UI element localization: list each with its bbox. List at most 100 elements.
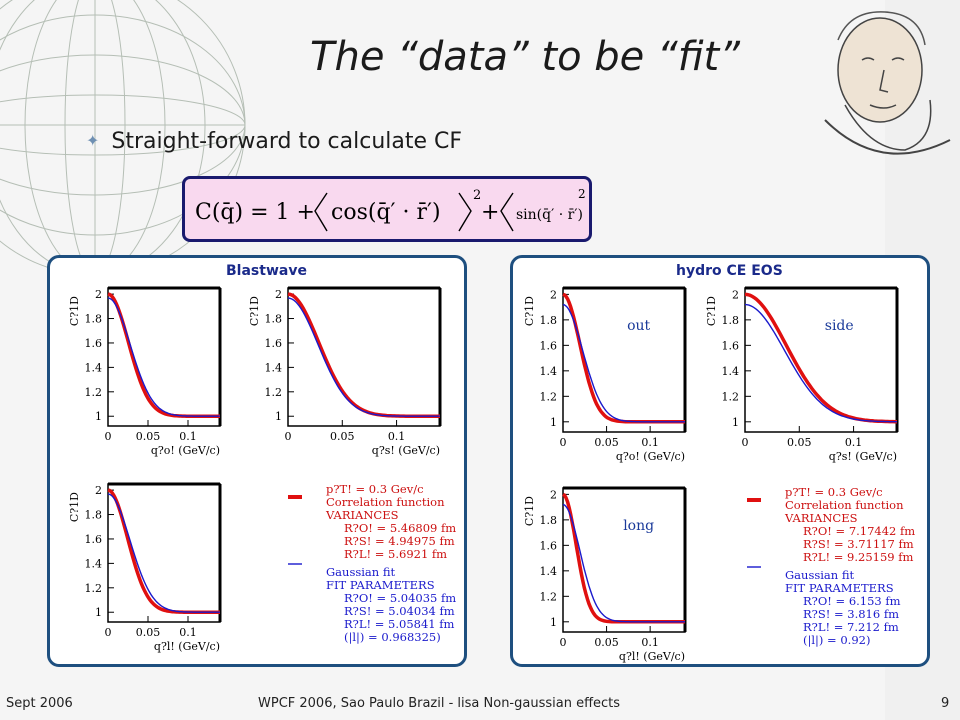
- y-tick-label: 1.6: [85, 337, 103, 350]
- y-tick-label: 1.8: [85, 509, 103, 522]
- angle-bracket-left-icon: [500, 192, 514, 232]
- bullet-item: ✦ Straight-forward to calculate CF: [86, 129, 462, 154]
- blastwave-plots: 11.21.41.61.820 0.05 0.1q?o! (GeV/c)C?1D11…: [68, 286, 456, 653]
- plot-frame: [562, 487, 686, 633]
- y-tick-label: 1: [95, 410, 102, 423]
- legend-fitparams: FIT PARAMETERS: [326, 578, 435, 592]
- x-axis-label: q?l! (GeV/c): [619, 650, 685, 663]
- x-tick-label: 0.05: [787, 436, 812, 449]
- y-tick-label: 1: [95, 606, 102, 619]
- x-axis-label: q?s! (GeV/c): [372, 444, 440, 457]
- direction-label-side: side: [825, 318, 854, 334]
- formula-plus: +: [481, 200, 499, 225]
- x-tick-label: 0: [105, 430, 112, 443]
- legend-variances: VARIANCES: [784, 511, 858, 525]
- legend-var-o: R?O! = 5.46809 fm: [344, 521, 456, 535]
- x-tick-label: 0: [560, 636, 567, 649]
- y-axis-label: C?1D: [523, 296, 536, 326]
- formula-power-cos: 2: [473, 188, 481, 203]
- legend-pt: p?T! = 0.3 Gev/c: [326, 482, 424, 496]
- y-tick-label: 1.6: [722, 339, 740, 352]
- y-axis-label: C?1D: [68, 492, 81, 522]
- y-tick-label: 2: [95, 484, 102, 497]
- y-tick-label: 1.4: [540, 565, 558, 578]
- x-tick-label: 0: [560, 436, 567, 449]
- x-axis-label: q?l! (GeV/c): [154, 640, 220, 653]
- y-axis-label: C?1D: [705, 296, 718, 326]
- y-tick-label: 2: [732, 288, 739, 301]
- legend-gauss: Gaussian fit: [326, 565, 396, 579]
- formula-sin-overlay: sin(q̄′ · r̄′) 2: [182, 176, 592, 242]
- y-tick-label: 1.4: [85, 361, 103, 374]
- y-tick-label: 2: [275, 288, 282, 301]
- y-tick-label: 1.4: [722, 365, 740, 378]
- legend-cf: Correlation function: [326, 495, 445, 509]
- y-axis-label: C?1D: [68, 296, 81, 326]
- legend-variances: VARIANCES: [325, 508, 399, 522]
- x-tick-label: 0.05: [594, 636, 619, 649]
- y-axis-label: C?1D: [248, 296, 261, 326]
- formula-power-sin: 2: [578, 187, 586, 201]
- x-tick-label: 0.05: [330, 430, 355, 443]
- panel-hydro: 1 1.2 1.4 1.6 1.8 2 0 0.05 0.1 q?o! (GeV/c) C?1D ou…: [510, 255, 930, 667]
- y-tick-label: 1.6: [540, 539, 558, 552]
- formula-equation: C(q̄) = 1 + cos(q̄′ · r̄′) 2 +: [195, 188, 514, 232]
- gaussian-fit-curve: [562, 303, 685, 423]
- x-tick-label: 0.1: [641, 636, 659, 649]
- angle-bracket-right-icon: [458, 192, 472, 232]
- cf-plot-2: 1 1.2 1.4 1.6 1.8 2 0 0.05 0.1q?l! (GeV/c) C?1D: [68, 482, 222, 653]
- legend-var-o: R?O! = 7.17442 fm: [803, 524, 915, 538]
- legend-var-s: R?S! = 3.71117 fm: [803, 537, 914, 551]
- y-tick-label: 1.6: [540, 339, 558, 352]
- y-tick-label: 1.8: [85, 313, 103, 326]
- x-tick-label: 0.05: [594, 436, 619, 449]
- y-tick-label: 1.2: [722, 390, 740, 403]
- legend-pt: p?T! = 0.3 Gev/c: [785, 485, 883, 499]
- angle-bracket-left-icon: [314, 192, 328, 232]
- y-tick-label: 2: [95, 288, 102, 301]
- y-tick-label: 1.2: [540, 590, 558, 603]
- legend-fit-s: R?S! = 3.816 fm: [803, 607, 899, 621]
- direction-label-long: long: [623, 518, 654, 534]
- x-axis-label: q?s! (GeV/c): [829, 450, 897, 463]
- gaussian-fit-curve: [287, 297, 440, 417]
- formula-sin-svg: sin(q̄′ · r̄′) 2: [516, 187, 586, 223]
- panel-blastwave: 1 1.2 1.4 1.6 1.8 2 0 0.05 0.1 q?o! (GeV/c) C?1D 1 1…: [47, 255, 467, 667]
- direction-label-out: out: [627, 318, 650, 334]
- y-tick-label: 1: [732, 416, 739, 429]
- panel-title-blastwave: Blastwave: [226, 263, 307, 279]
- footer-page-number: 9: [941, 696, 950, 711]
- formula-box: C(q̄) = 1 + cos(q̄′ · r̄′) 2 +: [182, 176, 592, 242]
- footer-center: WPCF 2006, Sao Paulo Brazil - lisa Non-g…: [258, 696, 621, 711]
- y-tick-label: 1.2: [85, 582, 103, 595]
- legend-var-s: R?S! = 4.94975 fm: [344, 534, 455, 548]
- y-tick-label: 1.8: [540, 514, 558, 527]
- star-bullet-icon: ✦: [86, 131, 100, 150]
- slide-title: The “data” to be “fit”: [310, 34, 740, 80]
- x-tick-label: 0.1: [641, 436, 659, 449]
- y-tick-label: 1.4: [540, 365, 558, 378]
- formula-cos-term: cos(q̄′ · r̄′): [331, 200, 441, 225]
- panel-title-hydro: hydro CE EOS: [676, 263, 783, 279]
- x-tick-label: 0: [105, 626, 112, 639]
- legend-fit-l: R?L! = 7.212 fm: [803, 620, 899, 634]
- formula-sin-term: sin(q̄′ · r̄′): [516, 207, 583, 223]
- legend-var-l: R?L! = 5.6921 fm: [344, 547, 447, 561]
- x-tick-label: 0.1: [179, 430, 197, 443]
- formula-lhs: C(q̄) = 1 +: [195, 200, 315, 225]
- cf-plot-0: 1 1.2 1.4 1.6 1.8 2 0 0.05 0.1q?o! (GeV/c) C?1D: [68, 286, 222, 457]
- y-axis-label: C?1D: [523, 496, 536, 526]
- plot-frame: [744, 287, 898, 433]
- legend-gauss: Gaussian fit: [785, 568, 855, 582]
- gaussian-fit-curve: [744, 303, 897, 423]
- gaussian-fit-curve: [107, 493, 220, 613]
- cf-plot-1: 1 1.2 1.4 1.6 1.8 2 0 0.05 0.1q?s! (GeV/c) C?1D: [248, 286, 442, 457]
- x-axis-label: q?o! (GeV/c): [616, 450, 685, 463]
- y-tick-label: 1.8: [722, 314, 740, 327]
- y-tick-label: 1.8: [540, 314, 558, 327]
- y-tick-label: 1.2: [540, 390, 558, 403]
- y-tick-label: 2: [550, 488, 557, 501]
- y-tick-label: 1.4: [85, 557, 103, 570]
